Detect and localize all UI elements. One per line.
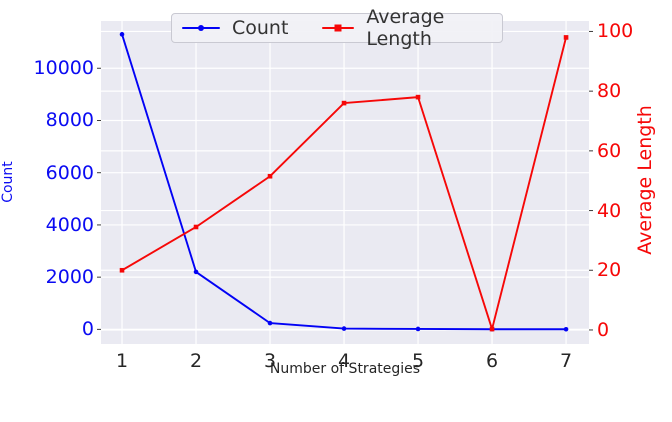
legend-label-count: Count <box>232 17 289 39</box>
right-y-tick-label: 80 <box>597 80 622 103</box>
count-marker <box>193 269 199 275</box>
right-y-tick-label: 60 <box>597 139 622 162</box>
right-y-tick-label: 40 <box>597 199 622 222</box>
legend-label-average-length: Average Length <box>366 6 445 50</box>
average-length-marker <box>489 326 495 332</box>
left-y-tick-label: 4000 <box>45 213 94 236</box>
average-length-line-swatch-icon <box>322 24 355 32</box>
count-marker <box>415 326 421 332</box>
left-y-tick-label: 6000 <box>45 161 94 184</box>
count-marker <box>119 32 125 37</box>
right-y-axis-label: Average Length <box>634 105 656 255</box>
average-length-marker <box>341 100 347 106</box>
x-tick-label: 1 <box>115 350 129 372</box>
left-y-tick-label: 0 <box>81 318 94 341</box>
right-y-tick-label: 0 <box>597 318 610 341</box>
average-length-marker <box>563 35 569 40</box>
left-y-tick-label: 10000 <box>33 57 94 80</box>
count-marker <box>267 320 273 326</box>
legend-entry-average-length: Average Length <box>322 6 492 50</box>
average-length-marker <box>193 224 199 230</box>
left-y-tick-label: 2000 <box>45 266 94 289</box>
x-tick-label: 5 <box>411 350 425 372</box>
left-y-tick-label: 8000 <box>45 109 94 132</box>
x-tick-label: 2 <box>189 350 203 372</box>
x-tick-label: 6 <box>486 350 499 372</box>
average-length-marker <box>119 267 125 273</box>
legend: Count Average Length <box>171 6 503 50</box>
count-line-swatch-icon <box>182 24 220 32</box>
count-marker <box>563 326 569 332</box>
x-axis-label: Number of Strategies <box>269 361 421 377</box>
left-y-axis-label: Count <box>0 161 16 203</box>
average-length-marker <box>415 94 421 100</box>
count-marker <box>341 326 347 331</box>
legend-entry-count: Count <box>182 17 288 39</box>
x-tick-label: 3 <box>263 350 277 372</box>
plot-area <box>101 21 589 344</box>
right-y-tick-label: 20 <box>597 259 622 282</box>
average-length-marker <box>267 173 273 179</box>
right-y-tick-label: 100 <box>597 20 634 43</box>
x-tick-label: 4 <box>337 350 351 372</box>
x-tick-label: 7 <box>560 350 573 372</box>
